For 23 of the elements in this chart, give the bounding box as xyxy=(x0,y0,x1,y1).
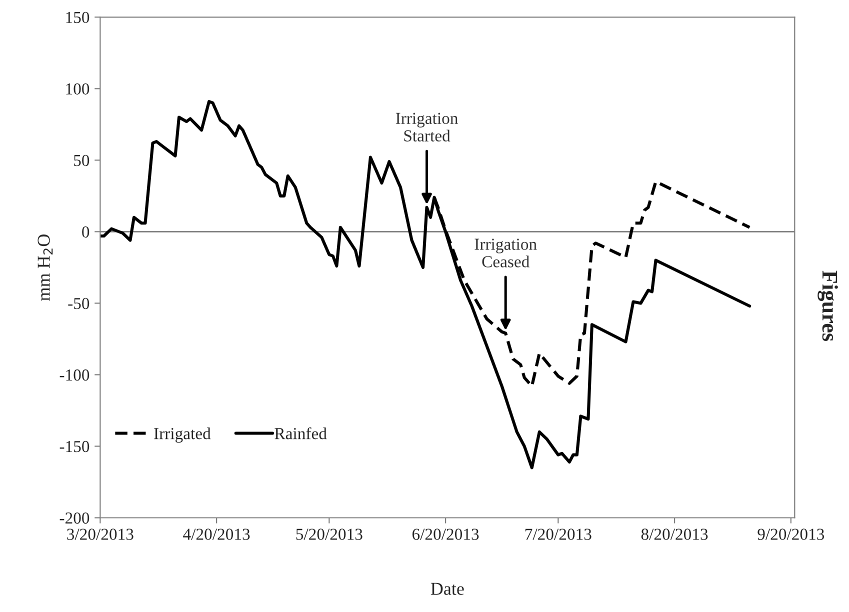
x-tick-label: 9/20/2013 xyxy=(758,528,824,540)
legend-label: Rainfed xyxy=(274,427,327,440)
y-axis-title: mm H$_{2}$O xyxy=(38,234,53,301)
x-tick-label: 8/20/2013 xyxy=(641,528,708,540)
annotation: Irrigation Ceased xyxy=(474,238,537,268)
y-tick-label: -100 xyxy=(60,369,90,381)
text: Figures xyxy=(818,270,838,342)
x-tick-label: 7/20/2013 xyxy=(525,528,592,540)
x-tick-label: 6/20/2013 xyxy=(412,528,479,540)
x-axis-title: Date xyxy=(430,582,464,595)
x-tick-label: 3/20/2013 xyxy=(67,528,134,540)
x-tick-label: 4/20/2013 xyxy=(183,528,250,540)
annotation: Irrigation Started xyxy=(396,112,458,142)
y-tick-label: 100 xyxy=(66,83,90,95)
y-tick-label: 50 xyxy=(74,154,90,166)
y-tick-label: -150 xyxy=(60,440,90,452)
y-tick-label: -200 xyxy=(60,512,90,524)
legend-label: Irrigated xyxy=(154,428,211,443)
line-series xyxy=(100,100,752,470)
y-tick-label: -50 xyxy=(68,298,90,310)
y-tick-label: 0 xyxy=(82,226,90,238)
y-tick-label: 150 xyxy=(66,12,90,24)
x-tick-label: 5/20/2013 xyxy=(296,528,362,540)
